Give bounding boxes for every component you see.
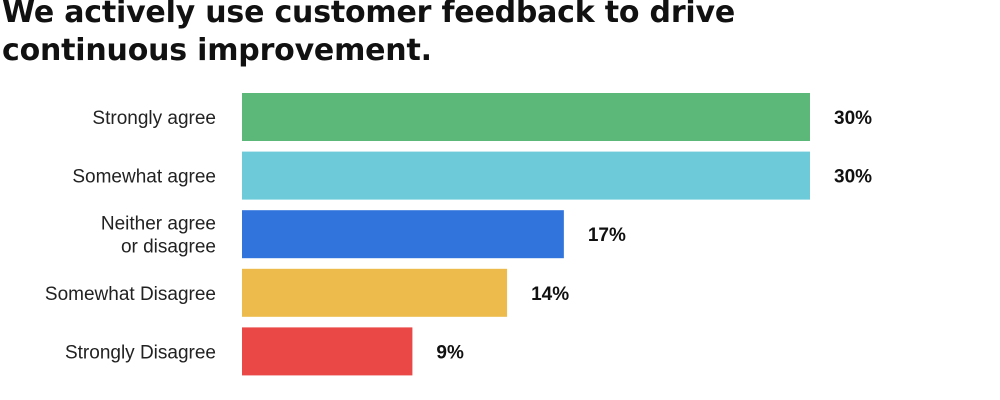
- bars-layer: [242, 93, 810, 376]
- value-labels: 30% 30% 17% 14% 9%: [436, 108, 872, 363]
- value-label: 30%: [834, 167, 872, 188]
- category-label: Somewhat Disagree: [45, 284, 216, 305]
- bar: [242, 93, 810, 141]
- category-label: Strongly agree: [92, 108, 216, 129]
- chart-title: We actively use customer feedback to dri…: [2, 0, 736, 68]
- value-label: 17%: [588, 225, 626, 246]
- bar: [242, 327, 413, 376]
- category-label: Somewhat agree: [72, 167, 216, 188]
- value-label: 14%: [531, 284, 569, 305]
- category-label: Strongly Disagree: [65, 342, 216, 363]
- category-label: Neither agree or disagree: [101, 214, 216, 258]
- bar: [242, 151, 810, 200]
- bar: [242, 268, 508, 317]
- bar: [242, 210, 564, 259]
- value-label: 9%: [436, 342, 464, 363]
- category-labels: Strongly agree Somewhat agree Neither agre…: [45, 108, 216, 363]
- value-label: 30%: [834, 108, 872, 129]
